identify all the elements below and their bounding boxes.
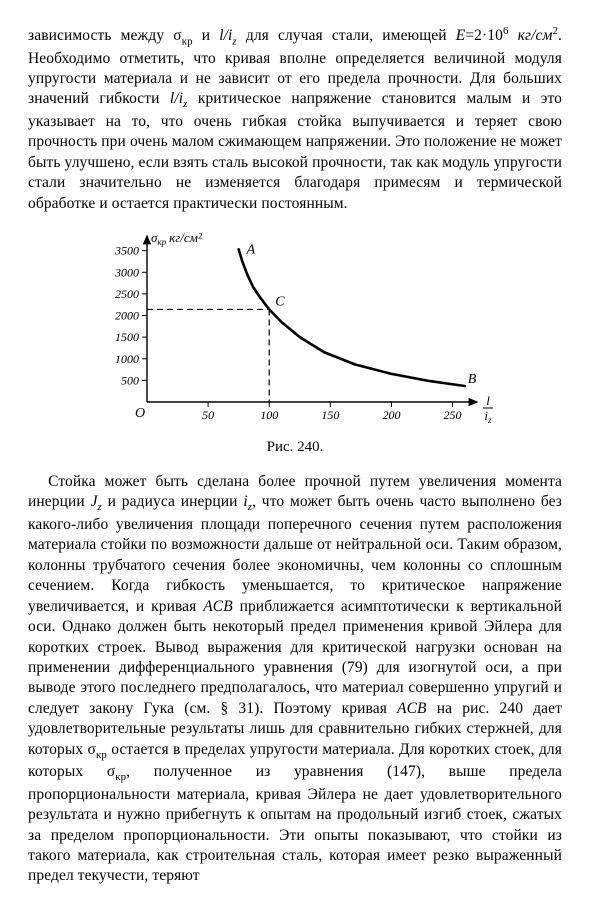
text: , что может быть очень часто выполнено б… [28, 493, 562, 614]
svg-text:2500: 2500 [115, 287, 139, 301]
svg-text:2000: 2000 [115, 309, 139, 323]
text: и [193, 27, 220, 44]
formula: ACB [397, 700, 427, 717]
text: зависимость между σ [28, 27, 182, 44]
svg-text:3500: 3500 [114, 244, 139, 258]
text: =2·10 [465, 27, 503, 44]
text: критическое напряжение становится малым … [28, 90, 562, 211]
superscript: 6 [503, 25, 509, 37]
svg-text:iz: iz [484, 408, 492, 425]
figure-240: 50 100 150 200 250 500 1000 1500 2000 2500 3000 350… [85, 224, 505, 434]
text: и радиуса инерции [102, 493, 243, 510]
formula: кг/см [518, 27, 553, 44]
svg-text:C: C [275, 295, 285, 310]
text: , полученное из уравнения (147), выше пр… [28, 763, 562, 884]
figure-caption: Рис. 240. [28, 438, 562, 458]
svg-text:3000: 3000 [114, 265, 139, 279]
formula: l/i [219, 27, 232, 44]
text: для случая стали, имеющей [237, 27, 456, 44]
svg-text:200: 200 [382, 408, 400, 422]
paragraph-2: Стойка может быть сделана более прочной … [28, 472, 562, 887]
svg-text:B: B [468, 372, 477, 387]
text [509, 27, 518, 44]
paragraph-1: зависимость между σкр и l/iz для случая … [28, 24, 562, 214]
formula: l/i [170, 90, 183, 107]
svg-text:A: A [246, 242, 256, 257]
svg-text:500: 500 [121, 374, 139, 388]
svg-text:250: 250 [444, 408, 462, 422]
chart-svg: 50 100 150 200 250 500 1000 1500 2000 2500 3000 350… [85, 224, 505, 434]
formula: E [456, 27, 466, 44]
subscript: кр [115, 771, 126, 783]
svg-text:100: 100 [260, 408, 278, 422]
subscript: кр [182, 35, 193, 47]
svg-text:1000: 1000 [115, 352, 139, 366]
formula: J [91, 493, 98, 510]
formula: ACB [203, 598, 233, 615]
svg-text:l: l [486, 393, 490, 408]
svg-text:150: 150 [321, 408, 339, 422]
svg-text:1500: 1500 [115, 330, 139, 344]
subscript: кр [96, 749, 107, 761]
svg-text:O: O [135, 406, 145, 421]
svg-text:50: 50 [202, 408, 214, 422]
svg-text:σкркг/см²: σкркг/см² [151, 230, 203, 247]
